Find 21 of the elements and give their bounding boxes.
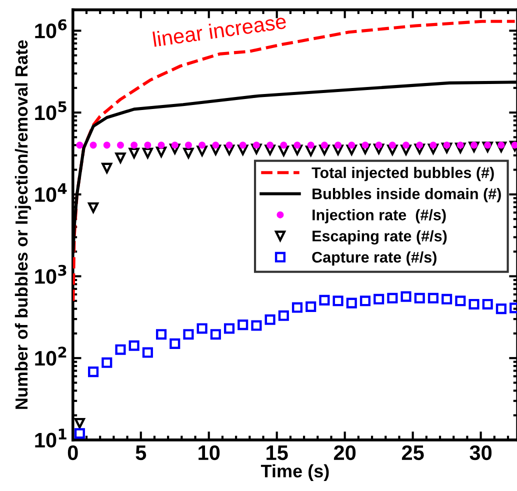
y-axis-title: Number of bubbles or Injection/removal Rate [14, 40, 32, 409]
x-tick-label: 15 [266, 446, 288, 460]
y-tick-label: 10$^{4}$ [35, 183, 67, 202]
x-tick-label: 20 [334, 445, 356, 460]
legend-label: Total injected bubbles (#) [312, 166, 494, 182]
x-tick-label: 5 [136, 446, 146, 460]
x-tick-label: 0 [68, 445, 78, 460]
y-tick-label: 10$^{3}$ [35, 264, 66, 284]
legend-label: Bubbles inside domain (#) [312, 188, 501, 202]
y-tick-label: 10$^{1}$ [35, 428, 66, 448]
x-tick-label: 25 [402, 445, 424, 460]
legend-label: Capture rate (#/s) [312, 251, 436, 266]
y-tick-label: 10$^{2}$ [35, 346, 66, 366]
y-tick-label: 10$^{5}$ [35, 101, 66, 120]
legend-label: Escaping rate (#/s) [312, 230, 447, 245]
x-tick-label: 30 [470, 445, 492, 460]
x-tick-label: 10 [198, 445, 220, 460]
x-axis-title: Time (s) [260, 464, 329, 482]
legend-label: Injection rate (#/s) [312, 209, 446, 224]
annotation: linear increase [152, 13, 287, 47]
y-tick-label: 10$^{6}$ [35, 19, 67, 38]
